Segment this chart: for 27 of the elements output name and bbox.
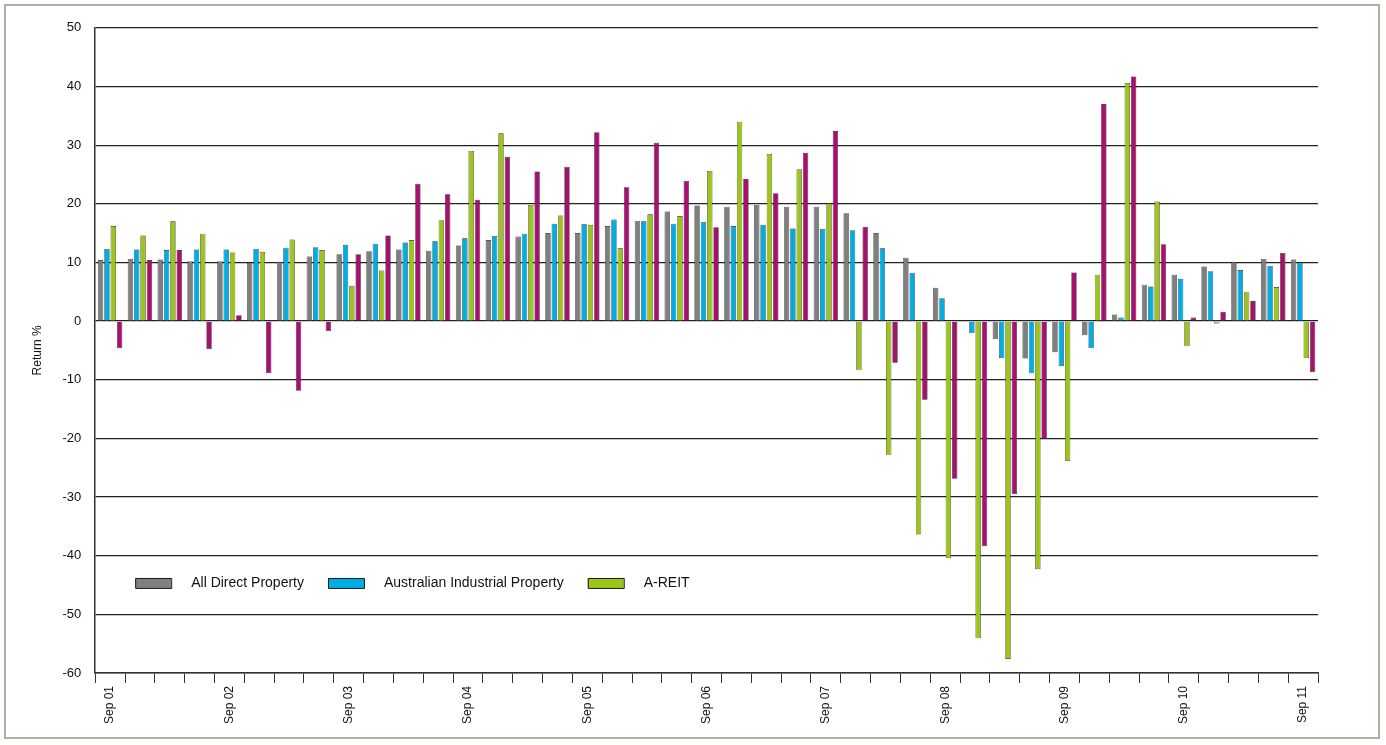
x-tick-label: Sep 07 <box>818 685 833 725</box>
legend-label: A-REIT <box>643 573 691 590</box>
x-tick-label: Sep 11 <box>1295 685 1310 724</box>
y-tick-label: -20 <box>62 429 82 445</box>
y-tick-label: 20 <box>66 195 82 211</box>
x-tick-label: Sep 03 <box>341 685 356 725</box>
x-tick-label: Sep 10 <box>1176 685 1191 725</box>
y-tick-label: 50 <box>66 19 82 35</box>
y-axis-title: Return % <box>29 325 44 376</box>
y-tick-label: -30 <box>62 488 82 504</box>
x-tick-label: Sep 06 <box>698 685 713 725</box>
y-tick-label: 40 <box>66 78 82 94</box>
y-tick-label: -50 <box>62 605 82 621</box>
y-tick-label: -60 <box>62 664 82 680</box>
y-tick-label: 0 <box>73 312 82 328</box>
x-tick-label: Sep 02 <box>221 685 236 725</box>
y-tick-label: -40 <box>62 547 82 563</box>
x-tick-label: Sep 08 <box>937 685 952 725</box>
x-tick-label: Sep 01 <box>102 685 117 725</box>
y-tick-label: 10 <box>66 253 82 269</box>
x-tick-label: Sep 05 <box>579 685 594 725</box>
x-tick-label: Sep 04 <box>460 685 475 725</box>
y-tick-label: -10 <box>62 371 82 387</box>
x-tick-label: Sep 09 <box>1056 685 1071 725</box>
legend-label: All Direct Property <box>191 573 304 590</box>
legend-label: Australian Industrial Property <box>384 573 564 590</box>
y-tick-label: 30 <box>66 136 82 152</box>
